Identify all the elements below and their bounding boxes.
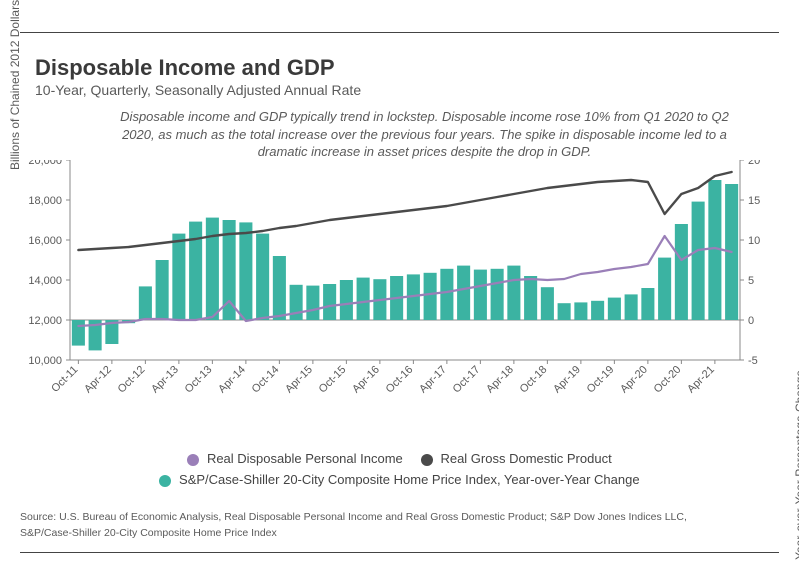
svg-text:Apr-21: Apr-21 [685, 364, 717, 396]
legend-label-income: Real Disposable Personal Income [207, 451, 403, 466]
legend-label-bars: S&P/Case-Shiller 20-City Composite Home … [179, 472, 640, 487]
svg-text:10,000: 10,000 [28, 355, 62, 367]
bottom-rule [20, 552, 779, 553]
chart-legend: Real Disposable Personal Income Real Gro… [0, 445, 799, 487]
svg-text:14,000: 14,000 [28, 275, 62, 287]
svg-text:5: 5 [748, 275, 754, 287]
svg-text:Oct-15: Oct-15 [317, 364, 349, 396]
svg-text:Oct-17: Oct-17 [451, 364, 483, 396]
svg-text:Oct-12: Oct-12 [116, 364, 148, 396]
svg-text:Oct-13: Oct-13 [183, 364, 215, 396]
svg-text:Apr-14: Apr-14 [216, 364, 248, 396]
source-line-1: Source: U.S. Bureau of Economic Analysis… [20, 510, 687, 526]
svg-text:Apr-17: Apr-17 [417, 364, 449, 396]
svg-text:15: 15 [748, 195, 760, 207]
svg-text:Apr-18: Apr-18 [484, 364, 516, 396]
svg-text:20,000: 20,000 [28, 160, 62, 167]
svg-text:Oct-14: Oct-14 [250, 364, 282, 396]
svg-text:0: 0 [748, 315, 754, 327]
left-axis-label: Billions of Chained 2012 Dollars [8, 0, 22, 170]
svg-text:Apr-19: Apr-19 [551, 364, 583, 396]
legend-label-gdp: Real Gross Domestic Product [440, 451, 611, 466]
svg-text:Oct-16: Oct-16 [384, 364, 416, 396]
legend-marker-gdp [421, 454, 433, 466]
svg-text:12,000: 12,000 [28, 315, 62, 327]
svg-text:Oct-18: Oct-18 [518, 364, 550, 396]
svg-text:Apr-20: Apr-20 [618, 364, 650, 396]
svg-text:16,000: 16,000 [28, 235, 62, 247]
source-line-2: S&P/Case-Shiller 20-City Composite Home … [20, 526, 687, 542]
source-text: Source: U.S. Bureau of Economic Analysis… [20, 510, 687, 542]
svg-text:Apr-16: Apr-16 [350, 364, 382, 396]
combo-chart: 10,000 12,000 14,000 16,000 18,000 20,000 -5 0 5… [0, 160, 799, 420]
svg-text:Oct-19: Oct-19 [585, 364, 617, 396]
svg-text:20: 20 [748, 160, 760, 167]
top-rule [20, 32, 779, 33]
chart-area: 10,000 12,000 14,000 16,000 18,000 20,000 -5 0 5… [0, 160, 799, 420]
chart-title: Disposable Income and GDP [35, 55, 335, 81]
svg-text:-5: -5 [748, 355, 758, 367]
chart-subtitle: 10-Year, Quarterly, Seasonally Adjusted … [35, 82, 361, 98]
svg-text:Oct-20: Oct-20 [652, 364, 684, 396]
svg-text:Oct-11: Oct-11 [49, 364, 80, 395]
legend-marker-bars [159, 475, 171, 487]
svg-text:Apr-15: Apr-15 [283, 364, 315, 396]
chart-annotation: Disposable income and GDP typically tren… [120, 108, 729, 161]
svg-text:Apr-13: Apr-13 [149, 364, 181, 396]
svg-text:10: 10 [748, 235, 760, 247]
legend-marker-income [187, 454, 199, 466]
svg-text:18,000: 18,000 [28, 195, 62, 207]
svg-text:Apr-12: Apr-12 [82, 364, 114, 396]
